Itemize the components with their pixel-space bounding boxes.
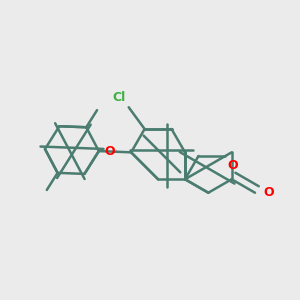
- Text: O: O: [228, 159, 238, 172]
- Text: Cl: Cl: [112, 91, 126, 104]
- Text: O: O: [263, 186, 274, 199]
- Text: O: O: [104, 145, 115, 158]
